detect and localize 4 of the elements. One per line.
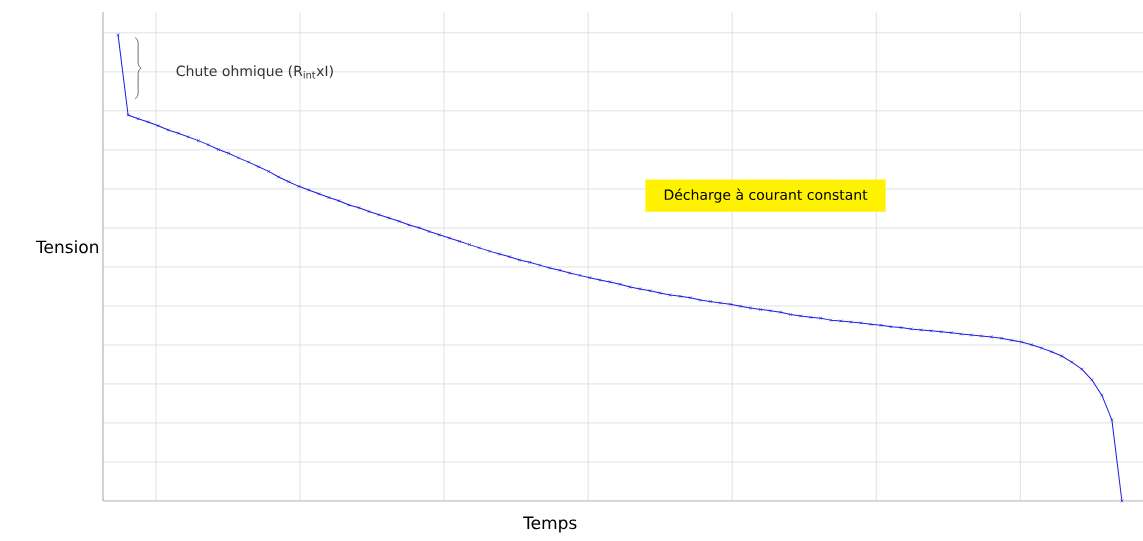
annotation: Décharge à courant constant — [664, 188, 868, 203]
annotation: Chute ohmique (R$_{int}$xI) — [176, 65, 333, 79]
y-axis-title: Tension — [35, 240, 99, 254]
x-axis-title: Temps — [523, 516, 577, 533]
